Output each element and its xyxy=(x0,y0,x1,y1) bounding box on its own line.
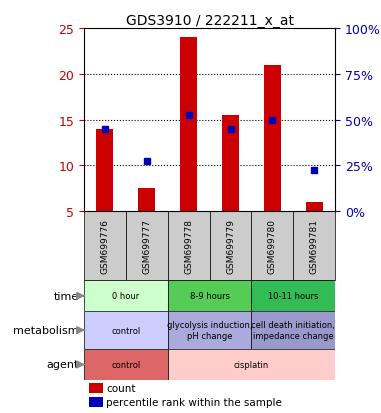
FancyBboxPatch shape xyxy=(251,312,335,349)
Text: 8-9 hours: 8-9 hours xyxy=(190,292,229,301)
FancyBboxPatch shape xyxy=(251,280,335,312)
FancyBboxPatch shape xyxy=(168,280,251,312)
Text: agent: agent xyxy=(46,360,79,370)
Text: 0 hour: 0 hour xyxy=(112,292,139,301)
FancyBboxPatch shape xyxy=(210,212,251,280)
Text: GSM699781: GSM699781 xyxy=(310,218,319,273)
FancyBboxPatch shape xyxy=(251,212,293,280)
Text: control: control xyxy=(111,360,140,369)
Bar xyxy=(96,129,113,212)
Text: GSM699779: GSM699779 xyxy=(226,218,235,273)
Bar xyxy=(180,38,197,212)
Bar xyxy=(222,116,239,212)
FancyBboxPatch shape xyxy=(126,212,168,280)
FancyBboxPatch shape xyxy=(168,212,210,280)
Text: time: time xyxy=(54,291,79,301)
FancyBboxPatch shape xyxy=(168,312,251,349)
Title: GDS3910 / 222211_x_at: GDS3910 / 222211_x_at xyxy=(126,14,293,28)
FancyBboxPatch shape xyxy=(293,212,335,280)
FancyBboxPatch shape xyxy=(84,349,168,380)
Bar xyxy=(89,396,103,406)
Text: cisplatin: cisplatin xyxy=(234,360,269,369)
Bar xyxy=(306,203,323,212)
Text: 10-11 hours: 10-11 hours xyxy=(268,292,319,301)
FancyBboxPatch shape xyxy=(84,212,126,280)
Text: metabolism: metabolism xyxy=(13,325,79,335)
Text: count: count xyxy=(106,383,136,393)
FancyBboxPatch shape xyxy=(168,349,335,380)
Bar xyxy=(264,66,281,212)
Bar xyxy=(89,383,103,393)
Text: control: control xyxy=(111,326,140,335)
Text: GSM699780: GSM699780 xyxy=(268,218,277,273)
Bar xyxy=(138,189,155,212)
Text: glycolysis induction,
pH change: glycolysis induction, pH change xyxy=(167,320,252,340)
Text: GSM699776: GSM699776 xyxy=(100,218,109,273)
Text: GSM699777: GSM699777 xyxy=(142,218,151,273)
FancyBboxPatch shape xyxy=(84,280,168,312)
Text: GSM699778: GSM699778 xyxy=(184,218,193,273)
FancyBboxPatch shape xyxy=(84,312,168,349)
Text: cell death initiation,
impedance change: cell death initiation, impedance change xyxy=(251,320,335,340)
Text: percentile rank within the sample: percentile rank within the sample xyxy=(106,397,282,407)
